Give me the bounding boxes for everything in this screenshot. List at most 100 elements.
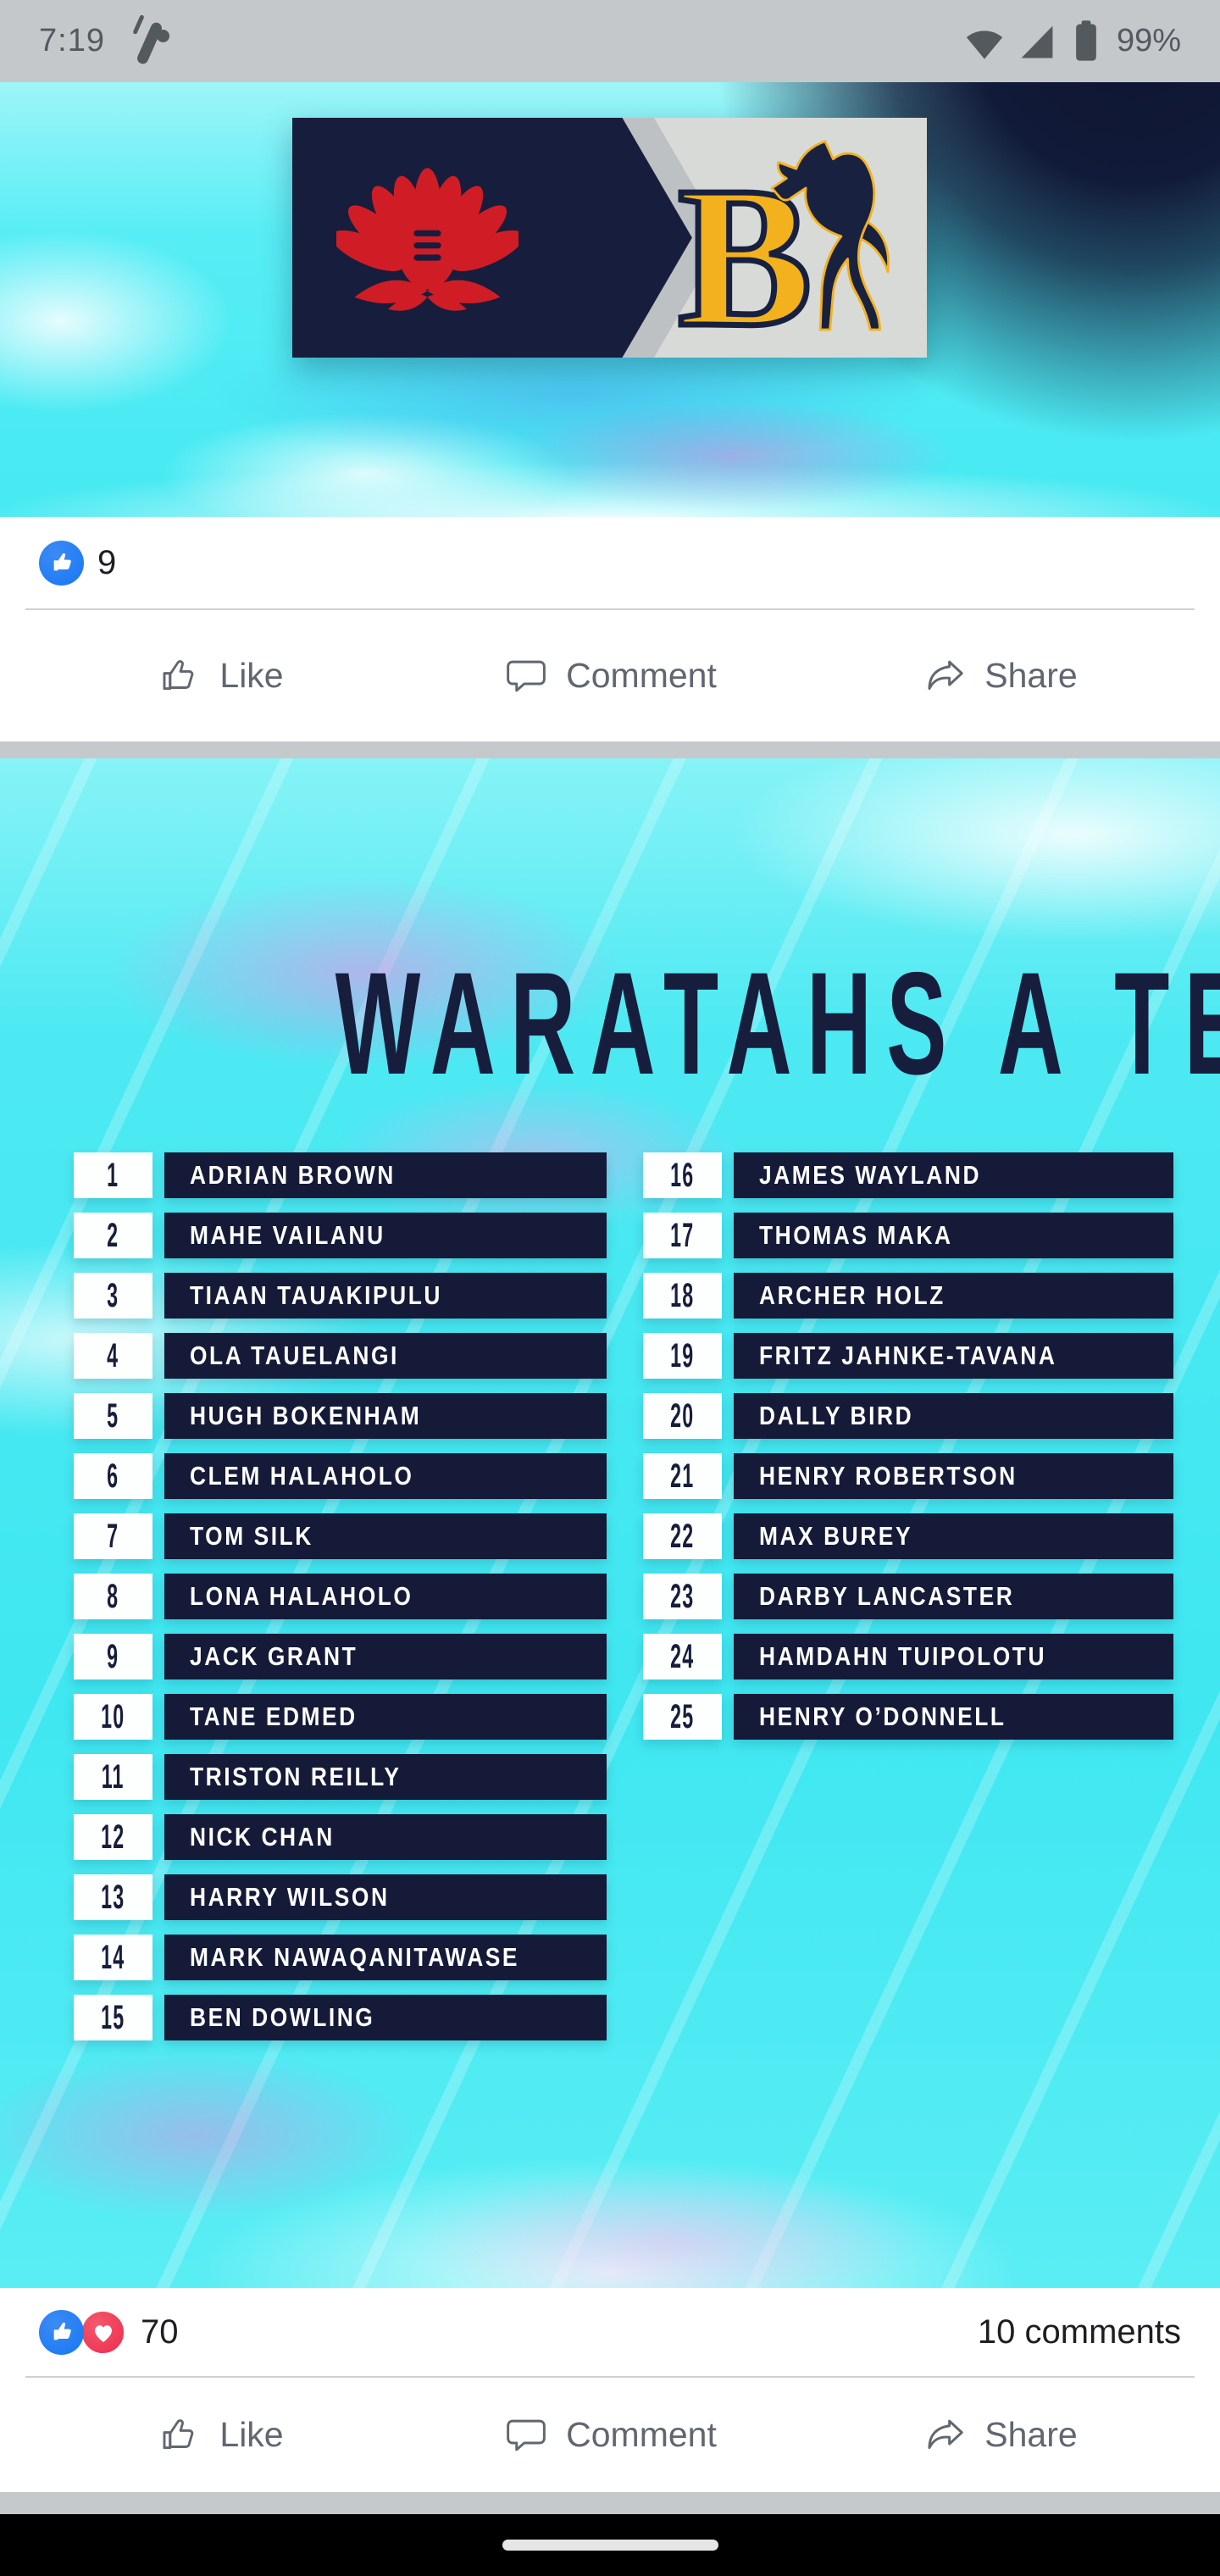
- player-number: 25: [643, 1694, 722, 1740]
- comment-button[interactable]: Comment: [415, 2378, 805, 2492]
- roster-row: 25 HENRY O’DONNELL: [643, 1694, 1173, 1740]
- post-separator: [0, 741, 1220, 758]
- player-name: DALLY BIRD: [734, 1393, 1173, 1439]
- player-number: 24: [643, 1634, 722, 1679]
- roster-row: 1 ADRIAN BROWN: [74, 1152, 607, 1198]
- status-time: 7:19: [39, 23, 105, 58]
- battery-icon: [1068, 18, 1105, 65]
- post1-matchup-image[interactable]: B: [0, 82, 1220, 517]
- like-button[interactable]: Like: [25, 2378, 415, 2492]
- player-name: ADRIAN BROWN: [164, 1152, 607, 1198]
- post1-engagement-row: 9: [0, 517, 1220, 608]
- like-button-label: Like: [219, 656, 284, 695]
- like-outline-icon: [163, 659, 194, 690]
- player-number: 6: [74, 1453, 152, 1499]
- player-number: 21: [643, 1453, 722, 1499]
- roster-row: 4 OLA TAUELANGI: [74, 1333, 607, 1379]
- roster-row: 21 HENRY ROBERTSON: [643, 1453, 1173, 1499]
- post2-reaction-badges[interactable]: 70: [39, 2307, 179, 2357]
- roster-row: 24 HAMDAHN TUIPOLOTU: [643, 1634, 1173, 1679]
- home-indicator-pill[interactable]: [502, 2540, 718, 2551]
- comment-button-label: Comment: [566, 656, 717, 695]
- post1-reaction-badges[interactable]: 9: [39, 540, 117, 586]
- player-name: TANE EDMED: [164, 1694, 607, 1740]
- roster-row: 3 TIAAN TAUAKIPULU: [74, 1273, 607, 1319]
- status-bar: 7:19 99%: [0, 0, 1220, 82]
- comment-button[interactable]: Comment: [415, 610, 805, 741]
- player-name: DARBY LANCASTER: [734, 1574, 1173, 1619]
- player-name: CLEM HALAHOLO: [164, 1453, 607, 1499]
- post2-team-list-image[interactable]: WARATAHS A TEAM 1 ADRIAN BROWN 2 MAHE VA…: [0, 758, 1220, 2288]
- player-name: ARCHER HOLZ: [734, 1273, 1173, 1319]
- player-name: HAMDAHN TUIPOLOTU: [734, 1634, 1173, 1679]
- player-number: 3: [74, 1273, 152, 1319]
- player-number: 16: [643, 1152, 722, 1198]
- player-number: 17: [643, 1213, 722, 1258]
- post1-reaction-count[interactable]: 9: [97, 543, 117, 581]
- player-number: 7: [74, 1513, 152, 1559]
- player-name: NICK CHAN: [164, 1814, 607, 1860]
- player-number: 23: [643, 1574, 722, 1619]
- roster-row: 15 BEN DOWLING: [74, 1995, 607, 2040]
- share-button[interactable]: Share: [805, 610, 1195, 741]
- player-number: 2: [74, 1213, 152, 1258]
- roster-row: 5 HUGH BOKENHAM: [74, 1393, 607, 1439]
- player-number: 8: [74, 1574, 152, 1619]
- share-button-label: Share: [984, 656, 1078, 695]
- roster-row: 18 ARCHER HOLZ: [643, 1273, 1173, 1319]
- roster-row: 17 THOMAS MAKA: [643, 1213, 1173, 1258]
- player-number: 15: [74, 1995, 152, 2040]
- roster-column-left: 1 ADRIAN BROWN 2 MAHE VAILANU 3 TIAAN TA…: [74, 1152, 607, 2040]
- player-name: BEN DOWLING: [164, 1995, 607, 2040]
- like-reaction-icon: [39, 540, 84, 586]
- player-number: 12: [74, 1814, 152, 1860]
- post2-reaction-count[interactable]: 70: [141, 2312, 179, 2351]
- player-name: JAMES WAYLAND: [734, 1152, 1173, 1198]
- player-name: MAHE VAILANU: [164, 1213, 607, 1258]
- post2-engagement-row: 70 10 comments: [0, 2288, 1220, 2376]
- like-outline-icon: [163, 2418, 194, 2449]
- share-button[interactable]: Share: [805, 2378, 1195, 2492]
- player-number: 22: [643, 1513, 722, 1559]
- player-number: 5: [74, 1393, 152, 1439]
- system-navigation-bar: [0, 2514, 1220, 2576]
- player-number: 13: [74, 1874, 152, 1920]
- waratahs-logo: [331, 148, 524, 335]
- roster-row: 10 TANE EDMED: [74, 1694, 607, 1740]
- player-name: TIAAN TAUAKIPULU: [164, 1273, 607, 1319]
- player-name: OLA TAUELANGI: [164, 1333, 607, 1379]
- post2-action-bar: Like Comment Share: [25, 2376, 1195, 2492]
- player-name: LONA HALAHOLO: [164, 1574, 607, 1619]
- player-name: HUGH BOKENHAM: [164, 1393, 607, 1439]
- like-button-label: Like: [219, 2415, 284, 2454]
- share-outline-icon: [928, 660, 963, 690]
- roster-row: 19 FRITZ JAHNKE-TAVANA: [643, 1333, 1173, 1379]
- post1-action-bar: Like Comment Share: [25, 608, 1195, 741]
- roster-row: 11 TRISTON REILLY: [74, 1754, 607, 1800]
- love-reaction-icon: [79, 2307, 127, 2357]
- player-name: HENRY ROBERTSON: [734, 1453, 1173, 1499]
- roster-row: 14 MARK NAWAQANITAWASE: [74, 1935, 607, 1980]
- brumbies-horse-icon: [759, 133, 920, 341]
- roster-row: 20 DALLY BIRD: [643, 1393, 1173, 1439]
- roster: 1 ADRIAN BROWN 2 MAHE VAILANU 3 TIAAN TA…: [74, 1152, 1173, 2040]
- roster-row: 6 CLEM HALAHOLO: [74, 1453, 607, 1499]
- battery-percent: 99%: [1116, 23, 1181, 58]
- player-name: TOM SILK: [164, 1513, 607, 1559]
- like-button[interactable]: Like: [25, 610, 415, 741]
- roster-row: 16 JAMES WAYLAND: [643, 1152, 1173, 1198]
- comment-button-label: Comment: [566, 2415, 717, 2454]
- share-outline-icon: [928, 2419, 963, 2449]
- player-name: HARRY WILSON: [164, 1874, 607, 1920]
- player-name: JACK GRANT: [164, 1634, 607, 1679]
- roster-row: 2 MAHE VAILANU: [74, 1213, 607, 1258]
- team-title: WARATAHS A TEAM: [335, 942, 1220, 1105]
- player-number: 18: [643, 1273, 722, 1319]
- player-number: 19: [643, 1333, 722, 1379]
- player-name: HENRY O’DONNELL: [734, 1694, 1173, 1740]
- player-number: 14: [74, 1935, 152, 1980]
- post2-comments-count[interactable]: 10 comments: [977, 2312, 1181, 2351]
- player-name: MARK NAWAQANITAWASE: [164, 1935, 607, 1980]
- roster-row: 8 LONA HALAHOLO: [74, 1574, 607, 1619]
